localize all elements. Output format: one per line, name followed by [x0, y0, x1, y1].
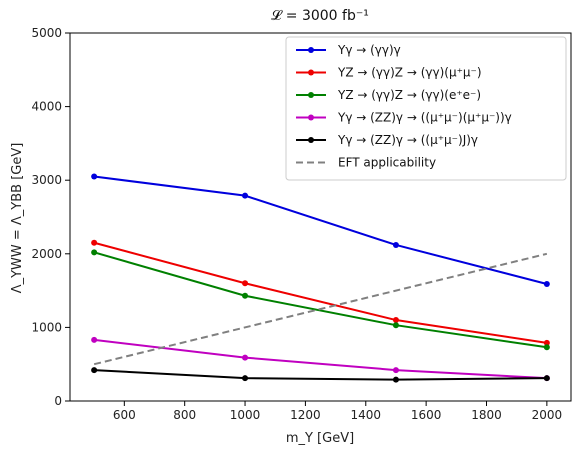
- legend-label-2: YZ → (γγ)Z → (γγ)(μ⁺μ⁻): [337, 66, 482, 80]
- x-tick-label: 1600: [411, 408, 442, 422]
- legend-label-6: EFT applicability: [338, 156, 436, 170]
- data-point-series-4: [392, 367, 399, 374]
- x-tick-label: 1200: [290, 408, 321, 422]
- data-point-series-1: [543, 280, 550, 287]
- legend-box: [285, 36, 567, 181]
- series-line-1: [94, 175, 548, 285]
- data-point-series-5: [242, 375, 249, 382]
- y-tick-label: 2000: [31, 247, 62, 261]
- tick-layer: 600 800 1000 1200 1400 1600 1800 2000 0 1000 2000 3…: [31, 26, 562, 422]
- data-point-series-3: [91, 249, 98, 256]
- data-point-series-5: [91, 367, 98, 374]
- x-tick-label: 2000: [532, 408, 563, 422]
- data-point-series-4: [242, 354, 249, 361]
- series-line-5: [94, 369, 547, 381]
- data-point-series-1: [91, 173, 98, 180]
- data-point-series-5: [392, 376, 399, 383]
- data-point-series-2: [91, 239, 98, 246]
- data-point-series-2: [543, 339, 550, 346]
- data-point-series-3: [242, 292, 249, 299]
- y-tick-label: 0: [54, 394, 62, 408]
- legend-marker-3: [308, 92, 314, 98]
- x-tick-label: 600: [113, 408, 136, 422]
- legend-marker-5: [308, 137, 314, 143]
- y-tick-label: 3000: [31, 173, 62, 187]
- legend-label-3: YZ → (γγ)Z → (γγ)(e⁺e⁻): [337, 88, 481, 102]
- y-tick-label: 4000: [31, 100, 62, 114]
- y-axis-label-group: Λ_YWW = Λ_YBB [GeV]: [10, 143, 25, 294]
- data-point-series-2: [242, 280, 249, 287]
- legend-label-5: Yγ → (ZZ)γ → ((μ⁺μ⁻)J)γ: [337, 133, 478, 147]
- chart-title: 𝓛 = 3000 fb⁻¹: [271, 8, 369, 24]
- x-tick-label: 800: [173, 408, 196, 422]
- data-point-series-3: [392, 322, 399, 329]
- legend-marker-1: [308, 47, 314, 53]
- data-point-series-5: [543, 375, 550, 382]
- legend-label-4: Yγ → (ZZ)γ → ((μ⁺μ⁻)(μ⁺μ⁻))γ: [337, 111, 512, 125]
- legend-label-1: Yγ → (γγ)γ: [337, 43, 401, 57]
- plot-frame: [69, 32, 572, 402]
- y-axis-label: Λ_YWW = Λ_YBB [GeV]: [10, 143, 25, 294]
- x-tick-label: 1000: [230, 408, 261, 422]
- data-point-series-3: [543, 344, 550, 351]
- legend-entries: Yγ → (γγ)γ YZ → (γγ)Z → (γγ)(μ⁺μ⁻) YZ → (γ…: [296, 43, 512, 170]
- legend-marker-2: [308, 69, 314, 76]
- series-line-3: [93, 251, 548, 349]
- data-point-series-1: [392, 241, 399, 248]
- series-line-2: [93, 241, 548, 344]
- y-tick-label: 5000: [31, 26, 62, 40]
- y-tick-label: 1000: [31, 320, 62, 334]
- data-point-series-1: [242, 192, 249, 199]
- x-axis-label: m_Y [GeV]: [286, 431, 354, 446]
- x-tick-label: 1800: [471, 408, 502, 422]
- legend: Yγ → (γγ)γ YZ → (γγ)Z → (γγ)(μ⁺μ⁻) YZ → (γ…: [285, 36, 567, 181]
- data-point-series-2: [392, 317, 399, 324]
- x-tick-label: 1400: [350, 408, 381, 422]
- series-line-6: [93, 252, 548, 366]
- series-line-4: [94, 338, 547, 380]
- data-point-series-4: [91, 336, 98, 343]
- legend-marker-4: [308, 114, 314, 121]
- series-layer: [91, 173, 550, 383]
